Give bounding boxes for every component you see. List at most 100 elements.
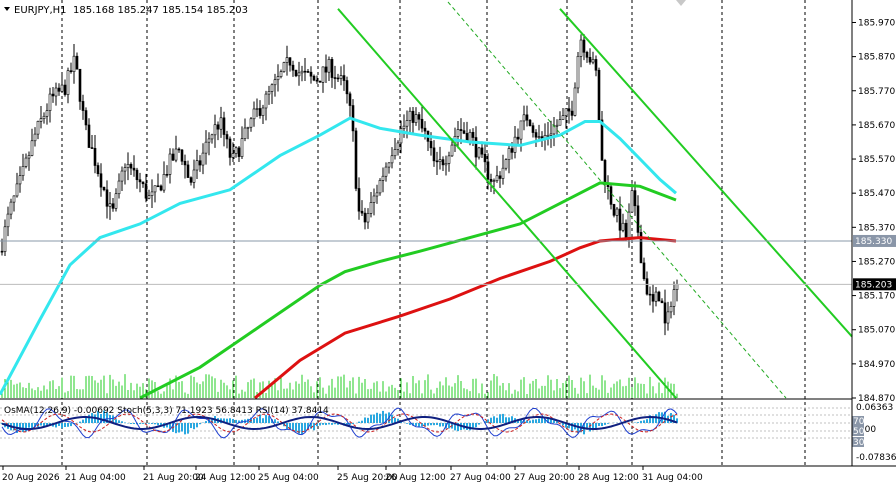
candle [159,184,163,192]
candle-body [54,87,58,97]
candle [639,224,643,264]
candle-body [624,222,628,239]
candle-body [6,213,10,228]
candle-body [384,166,388,177]
stoch-main-line [1,407,678,439]
candle [132,155,136,177]
candle-body [330,59,334,78]
candle [327,56,331,81]
candle-body [510,148,514,153]
candle-body [207,138,211,143]
candle [669,301,673,319]
candle-body [240,138,244,157]
price-tick-label: 185.270 [858,257,895,267]
candle [360,200,364,216]
candle [279,69,283,79]
candle-body [117,180,121,195]
candle [147,189,151,200]
candle [534,129,538,148]
candle-body [381,175,385,181]
scroll-marker-icon[interactable] [676,0,686,6]
candle [120,166,124,191]
rsi-line [1,415,678,431]
candle-body [507,148,511,161]
candle [600,110,604,161]
candle-body [411,110,415,123]
candle [252,101,256,127]
candle [291,60,295,77]
candle [183,154,187,179]
candle [282,61,286,73]
candle-body [144,183,148,199]
candle-body [366,213,370,223]
candle-body [183,160,187,166]
candle [591,51,595,65]
candle [93,135,97,174]
time-tick-label: 25 Aug 20:00 [337,473,398,483]
candle-body [555,124,559,127]
candle-body [132,167,136,171]
candle-body [153,185,157,193]
candle [618,196,622,240]
candle [198,155,202,172]
candle [318,80,322,83]
candle [486,153,490,190]
candle [636,195,640,238]
candle [582,33,586,61]
candle [630,183,634,213]
candle [111,197,115,212]
candle-body [174,148,178,161]
candle [345,76,349,104]
candle-body [228,138,232,158]
candle [87,118,91,148]
candle [84,107,88,131]
candle-body [471,131,475,138]
candle [90,134,94,149]
candle [375,184,379,204]
candle [54,82,58,106]
candle-body [333,77,337,79]
candle-body [126,163,130,168]
candle-body [297,72,301,77]
candle [141,181,145,188]
candle [303,58,307,82]
time-tick-label: 28 Aug 12:00 [578,473,639,483]
candle [663,289,667,336]
candle-body [663,302,667,324]
candle-body [75,55,79,70]
candle-body [222,117,226,135]
candle-body [18,175,22,185]
candle-body [129,163,133,169]
candle [69,62,73,74]
candle-body [252,108,256,120]
candle-body [576,55,580,89]
candle [645,271,649,296]
candle-body [435,160,439,163]
candle [354,127,358,192]
candle-body [234,147,238,154]
candle [564,108,568,129]
candle-body [636,205,640,233]
price-tick-label: 184.870 [858,394,895,404]
candle-body [579,39,583,57]
candle-body [573,87,577,116]
candle-body [564,108,568,116]
candle [222,111,226,147]
price-tick-label: 185.770 [858,87,895,97]
candle [60,73,64,93]
candle-body [60,84,64,92]
candle-body [480,147,484,155]
candle-body [303,70,307,73]
candle [672,281,676,316]
candle-body [264,93,268,109]
candle-body [645,278,649,295]
candle [612,203,616,218]
candle [396,140,400,156]
candle [363,207,367,230]
collapse-arrow-icon[interactable] [4,7,10,11]
candle [240,126,244,159]
candle [615,206,619,223]
candle-body [339,75,343,79]
